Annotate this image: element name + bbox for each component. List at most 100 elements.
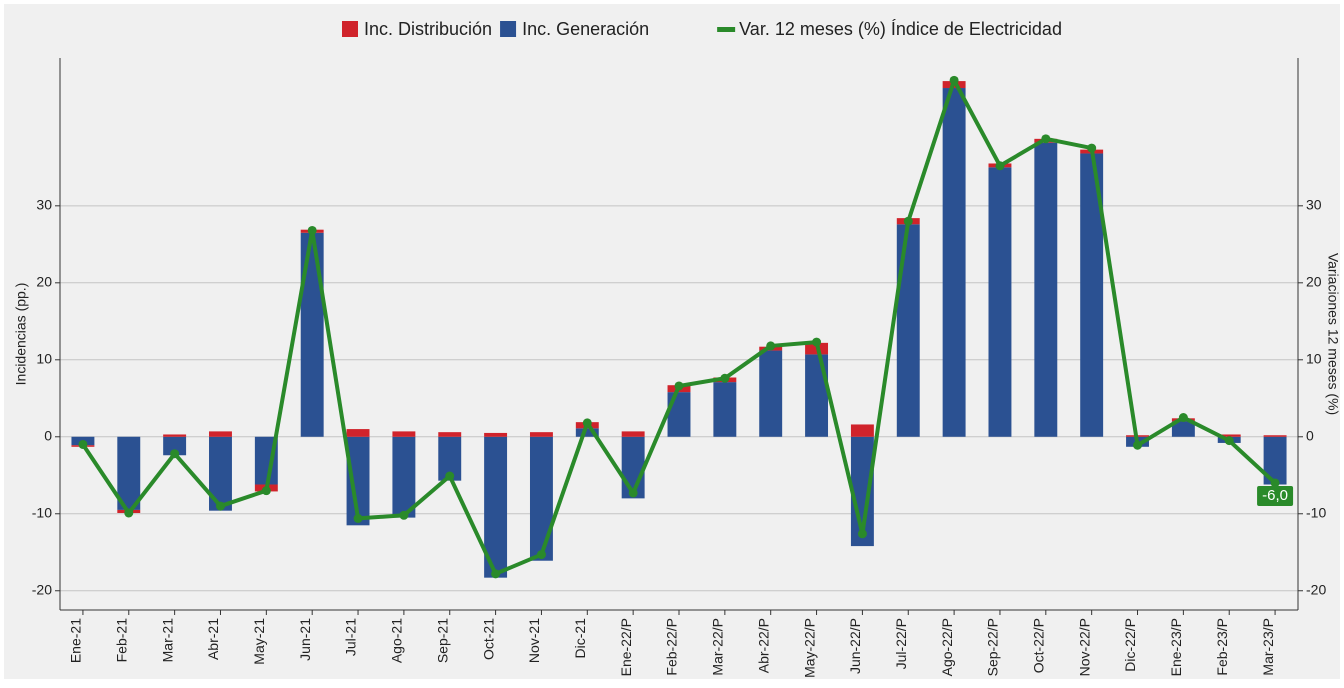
x-tick-label: Abr-22/P [755, 618, 771, 673]
point [720, 373, 730, 383]
bar [300, 232, 324, 437]
point [124, 508, 134, 518]
background [4, 4, 1340, 679]
y2-tick-label: 30 [1306, 197, 1322, 213]
x-tick-label: Mar-23/P [1260, 618, 1276, 676]
bar [438, 436, 462, 481]
x-tick-label: Ene-21 [68, 618, 84, 663]
y2-tick-label: 20 [1306, 274, 1322, 290]
x-tick-label: Ago-21 [389, 618, 405, 663]
point [399, 510, 409, 520]
legend-label: Inc. Generación [522, 19, 649, 39]
x-tick-label: May-21 [251, 618, 267, 665]
bar [1034, 142, 1058, 437]
bar [575, 428, 599, 437]
x-tick-label: Sep-22/P [985, 618, 1001, 676]
x-tick-label: Mar-22/P [710, 618, 726, 676]
bar [346, 429, 370, 437]
x-tick-label: Feb-21 [113, 618, 129, 663]
legend-swatch [500, 21, 517, 37]
y-tick-label: 0 [44, 427, 52, 443]
x-tick-label: Dic-22/P [1122, 618, 1138, 672]
x-tick-label: Oct-21 [480, 618, 496, 660]
bar [896, 224, 920, 437]
point [445, 471, 455, 481]
bar [1263, 436, 1287, 485]
y2-tick-label: -20 [1306, 581, 1326, 597]
bar [117, 436, 141, 510]
y-tick-label: -10 [32, 504, 52, 520]
bar [209, 431, 232, 437]
legend-swatch [717, 27, 736, 32]
bar [805, 354, 829, 437]
point [1087, 143, 1097, 153]
bar [163, 434, 187, 437]
point [1178, 413, 1188, 423]
point [170, 449, 180, 459]
point [78, 439, 88, 449]
y-tick-label: 20 [36, 274, 52, 290]
x-tick-label: Abr-21 [205, 618, 221, 660]
bar [484, 436, 508, 578]
bar [392, 436, 416, 518]
bar [1171, 421, 1195, 437]
x-tick-label: Feb-23/P [1214, 618, 1230, 676]
point [1041, 134, 1051, 144]
y-tick-label: 10 [36, 350, 52, 366]
bar [529, 436, 553, 561]
bar [1080, 153, 1104, 437]
data-label: -6,0 [1262, 487, 1288, 504]
x-tick-label: May-22/P [801, 618, 817, 678]
bar [1263, 435, 1287, 437]
bar [392, 431, 416, 437]
y-tick-label: 30 [36, 197, 52, 213]
y2-axis-title: Variaciones 12 meses (%) [1325, 253, 1341, 415]
x-tick-label: Nov-22/P [1076, 618, 1092, 676]
x-tick-label: Feb-22/P [664, 618, 680, 676]
point [215, 501, 225, 511]
point [582, 418, 592, 428]
point [261, 486, 271, 496]
point [674, 381, 684, 391]
bar [484, 432, 508, 437]
y-axis-title: Incidencias (pp.) [13, 283, 29, 386]
point [1133, 440, 1143, 450]
legend-label: Inc. Distribución [364, 19, 492, 39]
x-tick-label: Ene-22/P [618, 618, 634, 676]
point [1270, 478, 1280, 488]
point [766, 341, 776, 351]
point [857, 529, 867, 539]
point [903, 216, 913, 226]
legend-swatch [342, 21, 358, 37]
data-label-box [1257, 485, 1294, 506]
y2-tick-label: -10 [1306, 504, 1326, 520]
bar [667, 392, 691, 437]
bar [346, 436, 370, 526]
bar [759, 350, 783, 437]
bar [1217, 434, 1241, 437]
y-tick-label: -20 [32, 581, 52, 597]
x-tick-label: Dic-21 [572, 618, 588, 659]
bar [438, 432, 462, 437]
bar [942, 88, 966, 437]
x-tick-label: Jun-21 [297, 618, 313, 661]
legend-label: Var. 12 meses (%) Índice de Electricidad [739, 19, 1062, 39]
x-tick-label: Oct-22/P [1031, 618, 1047, 673]
bar [209, 436, 232, 511]
point [307, 225, 317, 235]
bar [850, 424, 874, 437]
x-tick-label: Mar-21 [159, 618, 175, 663]
x-tick-label: Jul-21 [343, 618, 359, 656]
point [353, 513, 363, 523]
bar [529, 432, 553, 437]
y2-tick-label: 0 [1306, 427, 1314, 443]
point [995, 161, 1005, 171]
x-tick-label: Nov-21 [526, 618, 542, 663]
x-tick-label: Jun-22/P [847, 618, 863, 674]
y2-tick-label: 10 [1306, 350, 1322, 366]
x-tick-label: Ene-23/P [1168, 618, 1184, 676]
bar [163, 436, 187, 456]
bar [988, 167, 1012, 437]
point [1224, 436, 1234, 446]
